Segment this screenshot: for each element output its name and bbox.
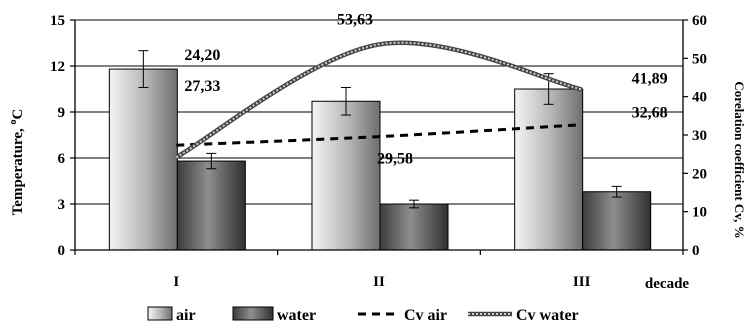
legend-label-water: water (277, 307, 316, 324)
legend: air water Cv air Cv water (147, 306, 579, 324)
bar-water-III (582, 191, 652, 251)
legend-label-air: air (176, 307, 196, 324)
y2-tick-label: 60 (692, 13, 707, 29)
legend-swatch-air (147, 306, 173, 321)
y2-tick-label: 40 (692, 90, 707, 106)
y-axis-title: Temperature, oC (8, 109, 26, 216)
data-label: 27,33 (184, 78, 220, 95)
data-label: 29,58 (377, 151, 413, 168)
x-tick-label: III (573, 274, 591, 290)
legend-label-cv-air: Cv air (404, 307, 447, 324)
y-tick-label: 6 (58, 151, 66, 167)
data-label: 24,20 (184, 47, 220, 64)
y2-tick-label: 0 (692, 243, 700, 259)
x-axis-title: decade (645, 276, 690, 292)
y-tick-label: 12 (50, 59, 65, 75)
y-tick-label: 3 (58, 197, 66, 213)
data-label: 32,68 (632, 105, 668, 122)
line-cv-air (176, 123, 582, 147)
y2-axis-title: Corelation coefficient Cv, % (732, 81, 746, 238)
y-axis-title-main: Temperature, (10, 125, 26, 216)
bars (108, 50, 652, 251)
y-tick-label: 15 (50, 13, 65, 29)
y2-tick-label: 30 (692, 128, 707, 144)
line-cv-water-inner (175, 41, 582, 159)
bar-air-I (108, 68, 178, 251)
lines (175, 40, 583, 160)
y-tick-label: 0 (58, 243, 66, 259)
bar-water-II (379, 203, 449, 251)
x-tick-label: II (373, 274, 385, 290)
y2-tick-label: 20 (692, 166, 707, 182)
data-label: 53,63 (337, 11, 373, 28)
y-axis-title-unit: C (10, 109, 26, 120)
bar-water-I (176, 160, 246, 251)
data-labels: 27,33 24,20 53,63 29,58 41,89 32,68 (184, 11, 667, 167)
legend-swatch-water (232, 306, 274, 321)
y-axis-title-degree: o (8, 120, 19, 125)
data-label: 41,89 (632, 70, 668, 87)
y2-tick-label: 10 (692, 205, 707, 221)
legend-label-cv-water: Cv water (516, 307, 579, 324)
bar-air-II (311, 100, 381, 251)
x-tick-label: I (173, 274, 179, 290)
bar-air-III (514, 88, 584, 251)
y-tick-label: 9 (58, 105, 66, 121)
y2-tick-label: 50 (692, 51, 707, 67)
